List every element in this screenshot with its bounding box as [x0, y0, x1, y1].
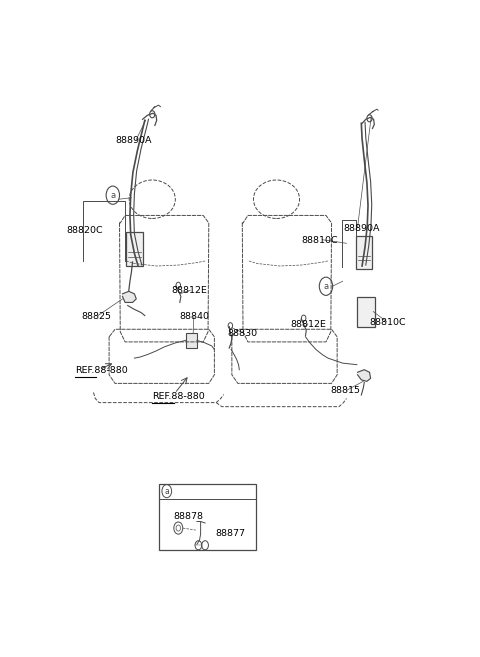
Bar: [126, 232, 143, 266]
Bar: [158, 484, 256, 551]
Polygon shape: [358, 370, 371, 381]
Text: a: a: [110, 191, 115, 200]
Bar: [357, 298, 375, 327]
Text: 88820C: 88820C: [67, 226, 103, 235]
Polygon shape: [122, 291, 136, 302]
Text: 88825: 88825: [82, 312, 111, 321]
Text: 88812E: 88812E: [172, 286, 207, 295]
Bar: [356, 236, 372, 269]
Text: 88815: 88815: [330, 386, 360, 396]
Text: 88878: 88878: [173, 512, 204, 522]
Text: 88812E: 88812E: [290, 320, 326, 328]
Text: 88890A: 88890A: [344, 223, 380, 233]
Text: 88810C: 88810C: [370, 318, 406, 327]
Text: 88890A: 88890A: [115, 136, 152, 145]
Text: a: a: [324, 282, 328, 291]
Text: a: a: [164, 487, 169, 495]
Text: 88810C: 88810C: [301, 237, 338, 245]
Text: 88840: 88840: [179, 312, 209, 321]
Text: REF.88-880: REF.88-880: [75, 366, 128, 374]
Text: 88877: 88877: [216, 529, 245, 537]
Text: REF.88-880: REF.88-880: [152, 392, 205, 401]
Text: 88830: 88830: [228, 328, 258, 338]
Bar: [186, 333, 197, 348]
